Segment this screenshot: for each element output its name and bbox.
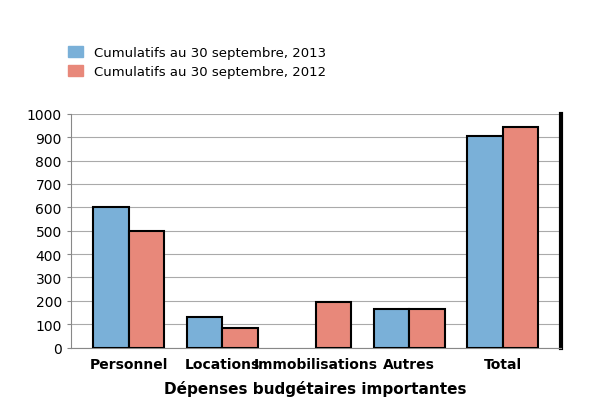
Bar xyxy=(503,127,538,348)
X-axis label: Dépenses budgétaires importantes: Dépenses budgétaires importantes xyxy=(165,380,467,396)
Bar xyxy=(93,208,129,348)
Bar xyxy=(409,309,445,348)
Bar xyxy=(186,317,222,348)
Bar xyxy=(467,137,503,348)
Bar xyxy=(373,309,409,348)
Bar xyxy=(316,302,351,348)
Bar xyxy=(222,328,258,348)
Legend: Cumulatifs au 30 septembre, 2013, Cumulatifs au 30 septembre, 2012: Cumulatifs au 30 septembre, 2013, Cumula… xyxy=(68,47,326,79)
Bar xyxy=(129,231,164,348)
